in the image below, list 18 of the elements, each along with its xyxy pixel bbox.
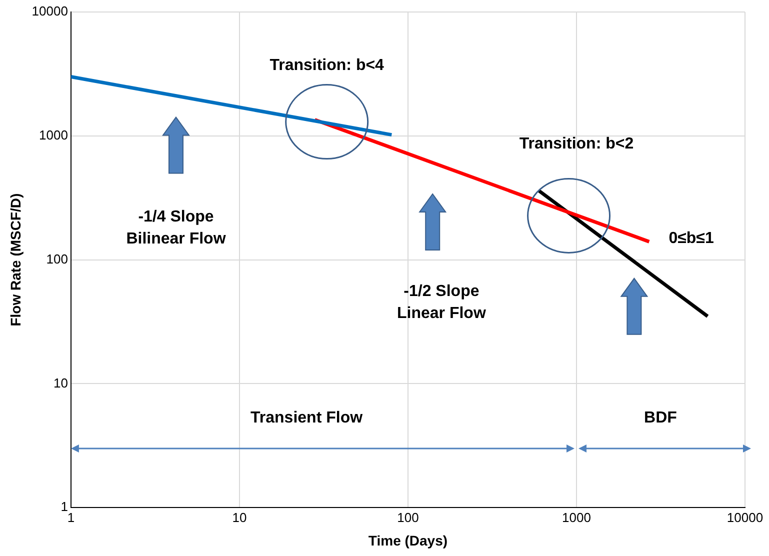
x-tick-label: 10 [232,510,247,525]
annotation: -1/4 Slope Bilinear Flow [126,208,226,248]
y-tick-label: 1000 [39,127,68,142]
annotation: BDF [644,409,678,426]
x-tick-label: 10000 [726,510,764,525]
x-tick-label: 1000 [562,510,591,525]
y-tick-label: 1 [60,499,68,514]
annotation: Transition: b<2 [519,135,634,152]
y-axis-title: Flow Rate (MSCF/D) [7,193,24,326]
annotation: Transition: b<4 [270,56,384,74]
annotation: 0≤b≤1 [668,230,714,248]
y-tick-label: 100 [46,251,68,266]
x-tick-label: 100 [397,510,419,525]
annotation: -1/2 Slope Linear Flow [397,283,486,322]
x-axis-title: Time (Days) [368,532,448,548]
annotation: Transient Flow [250,409,364,426]
y-tick-label: 10 [53,375,68,390]
y-tick-label: 10000 [32,4,68,19]
